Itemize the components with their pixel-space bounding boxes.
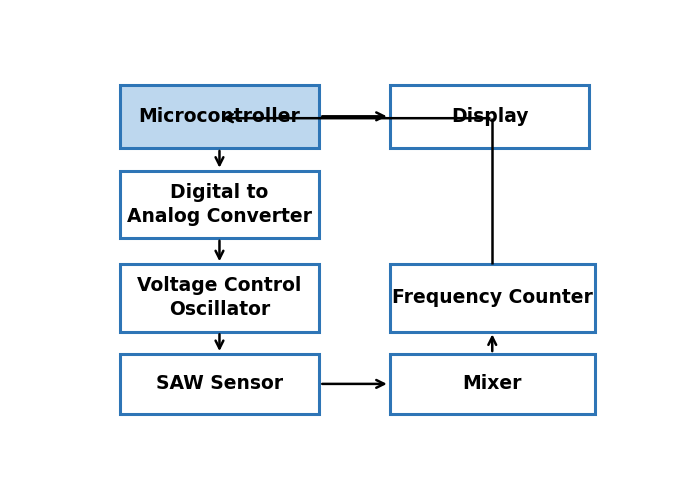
Text: SAW Sensor: SAW Sensor bbox=[156, 374, 283, 393]
Text: Digital to
Analog Converter: Digital to Analog Converter bbox=[127, 183, 312, 226]
FancyBboxPatch shape bbox=[390, 354, 595, 414]
FancyBboxPatch shape bbox=[390, 264, 595, 331]
Text: Mixer: Mixer bbox=[463, 374, 522, 393]
FancyBboxPatch shape bbox=[390, 85, 590, 148]
Text: Voltage Control
Oscillator: Voltage Control Oscillator bbox=[137, 276, 302, 319]
Text: Display: Display bbox=[451, 107, 528, 126]
FancyBboxPatch shape bbox=[120, 264, 319, 331]
FancyBboxPatch shape bbox=[120, 85, 319, 148]
FancyBboxPatch shape bbox=[120, 354, 319, 414]
Text: Microcontroller: Microcontroller bbox=[139, 107, 300, 126]
Text: Frequency Counter: Frequency Counter bbox=[392, 288, 592, 307]
FancyBboxPatch shape bbox=[120, 171, 319, 238]
